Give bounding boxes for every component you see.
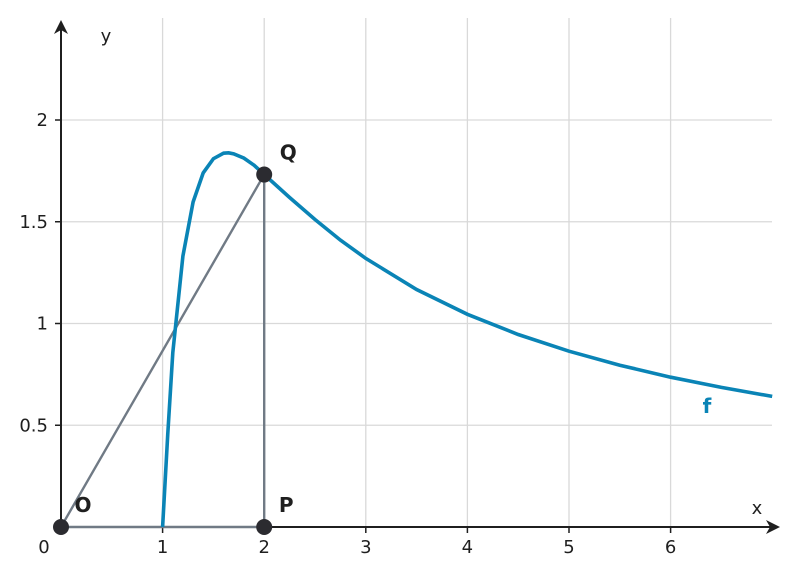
x-tick-label: 2 bbox=[258, 537, 269, 558]
point-Q bbox=[256, 166, 273, 183]
x-tick-label: 4 bbox=[462, 537, 473, 558]
y-tick-label: 1 bbox=[37, 314, 48, 335]
y-axis-label: y bbox=[101, 26, 112, 47]
point-O bbox=[53, 519, 69, 535]
y-axis-arrowhead bbox=[54, 20, 68, 34]
axes: x y 0 bbox=[38, 20, 780, 558]
x-tick-label: 1 bbox=[157, 537, 168, 558]
y-tick-label: 1.5 bbox=[19, 212, 48, 233]
y-tick-label: 0.5 bbox=[19, 415, 48, 436]
point-O-label: O bbox=[74, 493, 91, 517]
origin-label: 0 bbox=[38, 537, 49, 558]
point-P bbox=[256, 519, 273, 535]
grid bbox=[61, 18, 772, 527]
points: O P Q bbox=[53, 141, 297, 535]
x-tick-label: 5 bbox=[563, 537, 574, 558]
tick-labels: 1 2 3 4 5 6 0.5 1 1.5 2 bbox=[19, 110, 676, 558]
point-P-label: P bbox=[279, 493, 294, 517]
x-tick-label: 3 bbox=[360, 537, 371, 558]
x-axis-label: x bbox=[752, 498, 763, 519]
point-Q-label: Q bbox=[280, 141, 297, 165]
x-axis-arrowhead bbox=[766, 520, 780, 534]
y-tick-label: 2 bbox=[37, 110, 48, 131]
x-tick-label: 6 bbox=[665, 537, 676, 558]
segment-OQ bbox=[59, 173, 266, 528]
series-f-label: f bbox=[703, 394, 712, 418]
